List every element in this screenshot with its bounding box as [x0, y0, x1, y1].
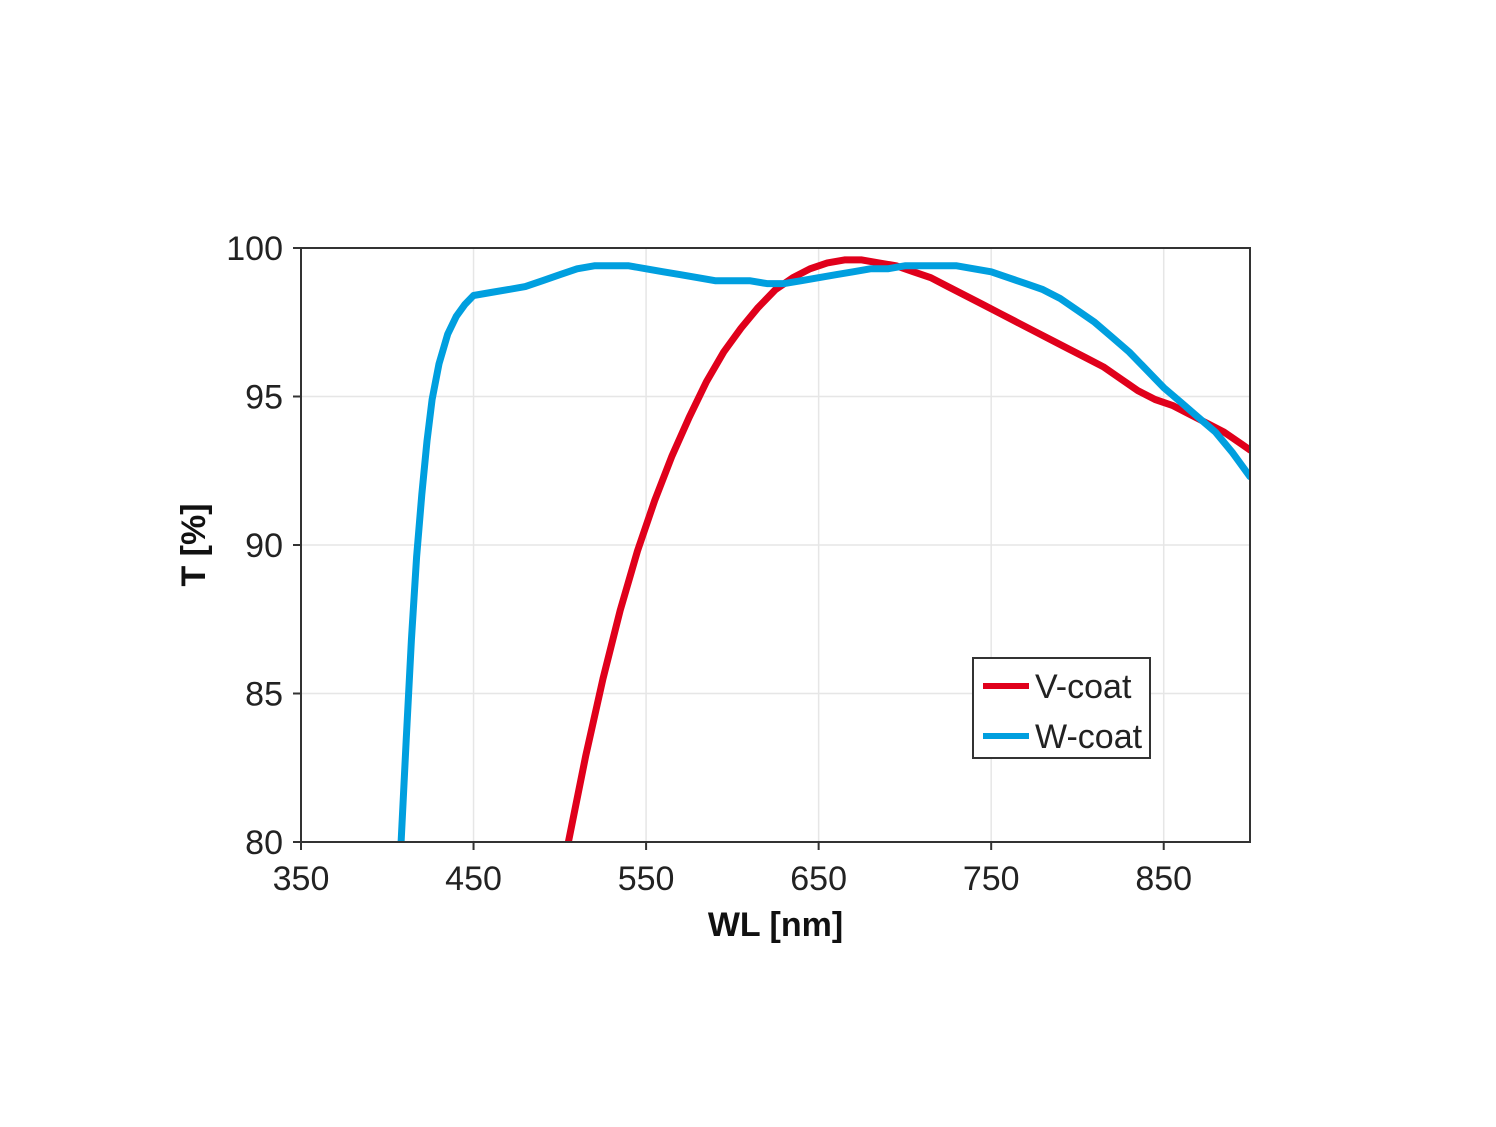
x-tick-label: 350 [273, 860, 330, 898]
y-axis-title: T [%] [175, 503, 213, 586]
y-tick-label: 90 [245, 527, 283, 565]
legend-box [972, 657, 1151, 759]
x-axis-title: WL [nm] [708, 906, 843, 944]
grid-layer [301, 248, 1250, 842]
series-line-w-coat [397, 262, 1250, 842]
y-tick-label: 80 [245, 824, 283, 862]
y-tick-label: 95 [245, 379, 283, 417]
series-line-v-coat [564, 256, 1250, 842]
legend-label-v-coat: V-coat [1035, 668, 1132, 706]
legend-label-w-coat: W-coat [1035, 718, 1143, 756]
x-tick-label: 750 [963, 860, 1020, 898]
tick-layer: 350 450 550 650 750 850 80 85 90 95 100 [226, 230, 1192, 898]
y-tick-label: 85 [245, 676, 283, 714]
legend: V-coat W-coat [972, 657, 1151, 759]
x-tick-label: 450 [445, 860, 502, 898]
x-tick-label: 550 [618, 860, 675, 898]
y-tick-label: 100 [226, 230, 283, 268]
x-tick-label: 650 [790, 860, 847, 898]
x-tick-label: 850 [1135, 860, 1192, 898]
series-layer [397, 256, 1250, 842]
